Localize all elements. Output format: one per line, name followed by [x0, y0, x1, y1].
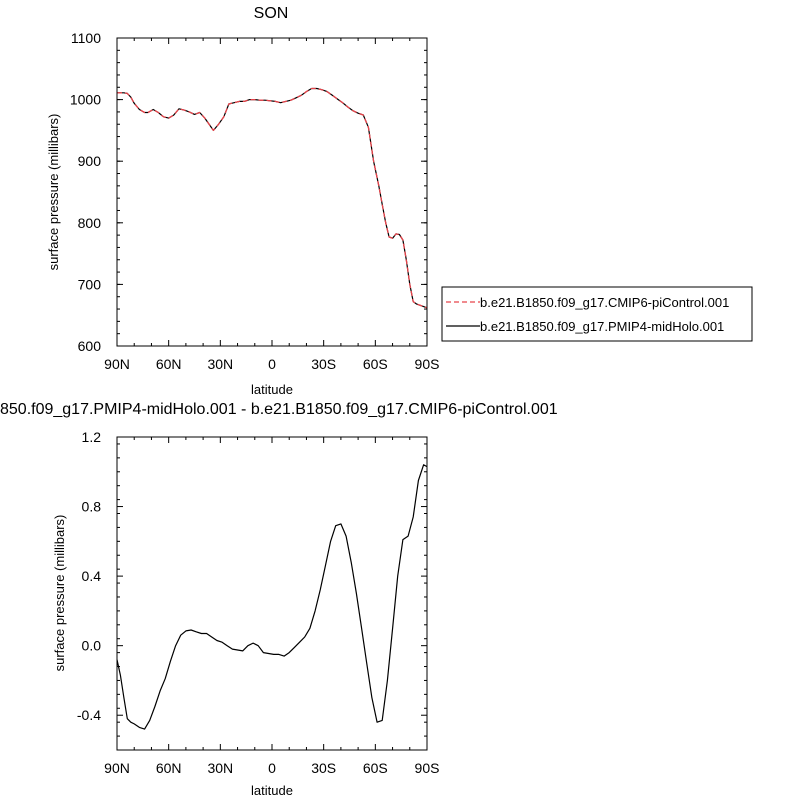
top-x-tick-label: 60N	[156, 356, 182, 372]
bottom-chart: 850.f09_g17.PMIP4-midHolo.001 - b.e21.B1…	[0, 401, 558, 798]
legend-label-picontrol: b.e21.B1850.f09_g17.CMIP6-piControl.001	[480, 295, 729, 310]
bottom-y-tick-label: 1.2	[82, 429, 102, 445]
top-chart-title: SON	[254, 5, 289, 22]
legend-label-midholo: b.e21.B1850.f09_g17.PMIP4-midHolo.001	[480, 319, 724, 334]
bottom-x-axis: 90N 60N 30N 0 30S 60S 90S	[104, 437, 439, 776]
top-x-tick-label: 0	[268, 356, 276, 372]
top-series-line-picontrol	[117, 87, 428, 309]
legend-box	[441, 286, 753, 342]
bottom-x-tick-label: 90S	[415, 760, 440, 776]
top-x-tick-label: 60S	[363, 356, 388, 372]
bottom-x-tick-label: 60S	[363, 760, 388, 776]
legend: b.e21.B1850.f09_g17.CMIP6-piControl.001 …	[441, 286, 753, 342]
top-y-axis-label: surface pressure (millibars)	[46, 114, 61, 271]
bottom-y-axis-label: surface pressure (millibars)	[52, 515, 67, 672]
bottom-y-tick-label: -0.4	[77, 707, 101, 723]
top-y-axis: 600 700 800 900 1000 1100	[70, 30, 427, 354]
top-y-tick-label: 1100	[71, 30, 101, 46]
bottom-x-tick-label: 90N	[104, 760, 130, 776]
top-x-tick-label: 30N	[207, 356, 233, 372]
top-y-tick-label: 700	[78, 276, 102, 292]
bottom-y-tick-label: 0.4	[82, 568, 102, 584]
top-x-tick-label: 90N	[104, 356, 130, 372]
bottom-y-tick-label: 0.0	[82, 638, 102, 654]
bottom-x-tick-label: 60N	[156, 760, 182, 776]
top-x-tick-label: 90S	[415, 356, 440, 372]
bottom-y-axis: -0.4 0.0 0.4 0.8 1.2	[77, 429, 427, 751]
top-x-axis: 90N 60N 30N 0 30S 60S 90S	[104, 38, 439, 372]
bottom-plot-frame	[116, 436, 428, 751]
bottom-y-tick-label: 0.8	[82, 499, 102, 515]
bottom-series-line-difference	[116, 464, 428, 730]
bottom-x-tick-label: 30S	[311, 760, 336, 776]
top-y-tick-label: 600	[78, 338, 102, 354]
bottom-chart-title: 850.f09_g17.PMIP4-midHolo.001 - b.e21.B1…	[0, 401, 558, 418]
bottom-x-tick-label: 30N	[207, 760, 233, 776]
top-x-axis-label: latitude	[251, 382, 293, 397]
top-y-tick-label: 1000	[70, 92, 101, 108]
bottom-x-tick-label: 0	[268, 760, 276, 776]
top-y-tick-label: 900	[78, 153, 102, 169]
top-y-tick-label: 800	[78, 215, 102, 231]
top-chart: SON 90N 60N 30N 0 30S 60S 90S 600 700 800 900 1000…	[46, 5, 439, 397]
top-x-tick-label: 30S	[311, 356, 336, 372]
bottom-x-axis-label: latitude	[251, 783, 293, 798]
